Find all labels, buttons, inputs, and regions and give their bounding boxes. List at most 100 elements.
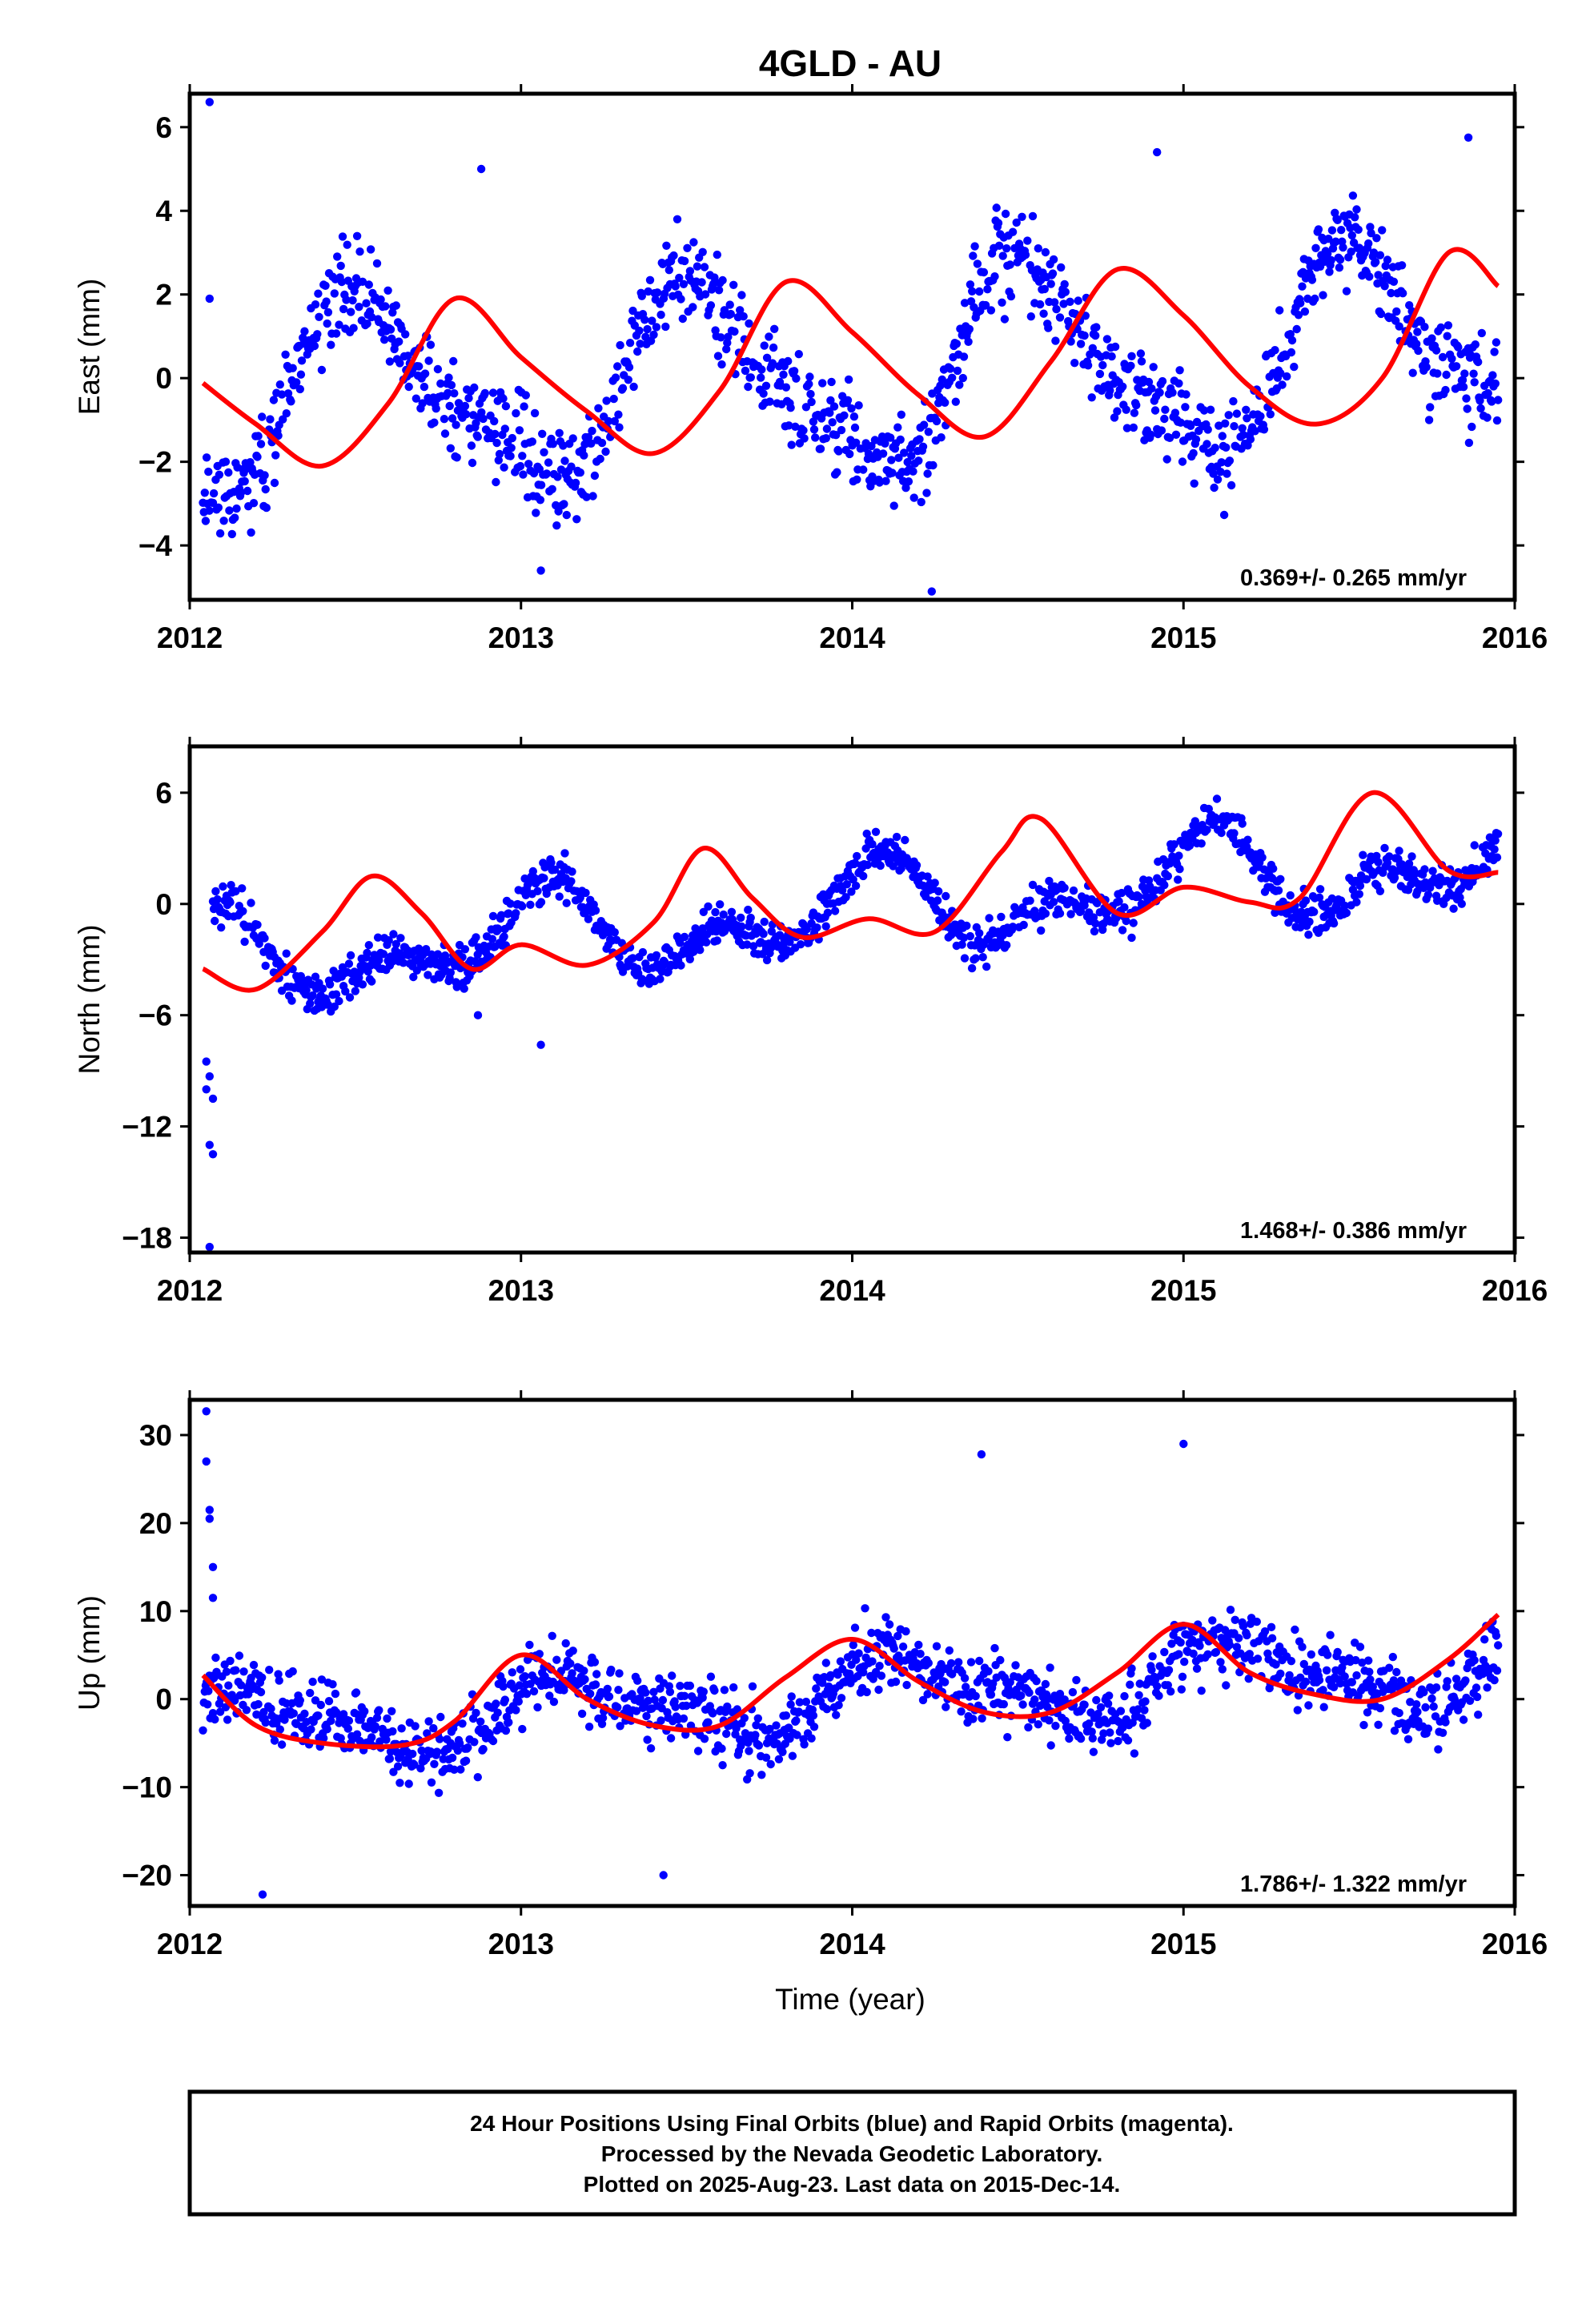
data-point — [969, 251, 978, 260]
data-point — [1026, 312, 1036, 321]
data-point — [1068, 1687, 1078, 1697]
data-point — [347, 308, 355, 316]
data-point — [1141, 1697, 1150, 1706]
data-point — [224, 1681, 233, 1690]
data-point — [549, 1697, 559, 1707]
data-point — [741, 366, 750, 376]
data-point — [1120, 1691, 1129, 1701]
data-point — [331, 990, 341, 999]
data-point — [958, 940, 966, 949]
data-point — [1492, 338, 1501, 347]
data-point — [762, 353, 772, 362]
data-point — [521, 391, 530, 400]
data-point — [979, 267, 989, 277]
data-point — [1372, 851, 1381, 861]
data-point — [1181, 403, 1190, 412]
data-point — [765, 397, 774, 406]
data-point — [280, 1715, 289, 1724]
data-point — [1390, 873, 1399, 883]
data-point — [1378, 1681, 1387, 1690]
data-point — [215, 1707, 225, 1716]
data-point — [201, 517, 211, 525]
data-point — [718, 275, 727, 285]
data-point — [592, 1670, 601, 1679]
data-point — [822, 1705, 832, 1714]
data-point — [1176, 1638, 1185, 1647]
data-point — [1203, 425, 1212, 434]
data-point — [460, 401, 470, 411]
data-point — [542, 469, 552, 478]
data-point — [901, 835, 909, 845]
data-point — [343, 1724, 352, 1733]
data-point — [327, 340, 335, 349]
data-point — [536, 566, 545, 575]
data-point — [1376, 309, 1386, 319]
data-point — [1017, 1691, 1026, 1700]
data-point — [722, 1729, 731, 1739]
data-point — [917, 497, 925, 507]
data-point — [901, 1626, 910, 1636]
data-point — [1046, 1663, 1054, 1672]
data-point — [966, 280, 975, 289]
data-point — [894, 453, 903, 462]
data-point — [395, 337, 404, 346]
data-point — [576, 893, 584, 903]
data-point — [1231, 1615, 1239, 1625]
data-point — [1315, 885, 1325, 894]
x-tick-label: 2013 — [488, 1274, 554, 1307]
data-point — [720, 1686, 729, 1695]
data-point — [932, 1642, 942, 1651]
data-point — [1329, 1683, 1339, 1691]
data-point — [662, 241, 671, 250]
data-point — [590, 471, 600, 480]
data-point — [762, 955, 772, 965]
data-point — [329, 967, 338, 975]
data-point — [809, 425, 819, 434]
data-point — [1408, 368, 1417, 377]
data-point — [951, 397, 961, 406]
data-point — [628, 954, 637, 963]
data-point — [1335, 1679, 1345, 1688]
data-point — [1374, 1720, 1383, 1729]
data-point — [225, 506, 234, 515]
data-point — [1447, 354, 1456, 364]
data-point — [1464, 133, 1473, 142]
data-point — [706, 301, 716, 310]
data-point — [208, 498, 218, 508]
data-point — [258, 1673, 267, 1682]
data-point — [277, 390, 287, 399]
data-point — [540, 448, 548, 456]
data-point — [1130, 1749, 1139, 1758]
data-point — [404, 382, 413, 392]
data-point — [452, 420, 460, 429]
data-point — [1488, 371, 1497, 380]
data-point — [262, 503, 271, 513]
data-point — [752, 1721, 761, 1730]
data-point — [603, 1684, 612, 1694]
data-point — [358, 277, 367, 286]
data-point — [571, 478, 580, 488]
data-point — [1368, 1683, 1378, 1691]
data-point — [385, 357, 395, 366]
data-point — [1232, 409, 1242, 418]
data-point — [590, 1658, 600, 1667]
data-point — [1253, 1655, 1263, 1663]
data-point — [1359, 850, 1367, 859]
data-point — [615, 423, 624, 432]
data-point — [686, 1721, 696, 1730]
data-point — [432, 404, 440, 413]
data-point — [851, 881, 861, 891]
data-point — [1150, 406, 1160, 415]
data-point — [410, 1760, 419, 1769]
data-point — [671, 1703, 680, 1711]
data-point — [1441, 1718, 1450, 1727]
data-point — [389, 1767, 398, 1776]
data-point — [1354, 225, 1363, 234]
data-point — [948, 373, 957, 382]
data-point — [1175, 865, 1184, 874]
data-point — [828, 418, 837, 427]
x-tick-label: 2014 — [819, 621, 885, 654]
east-frame — [187, 91, 1517, 602]
data-point — [1397, 261, 1407, 270]
data-point — [713, 352, 723, 360]
